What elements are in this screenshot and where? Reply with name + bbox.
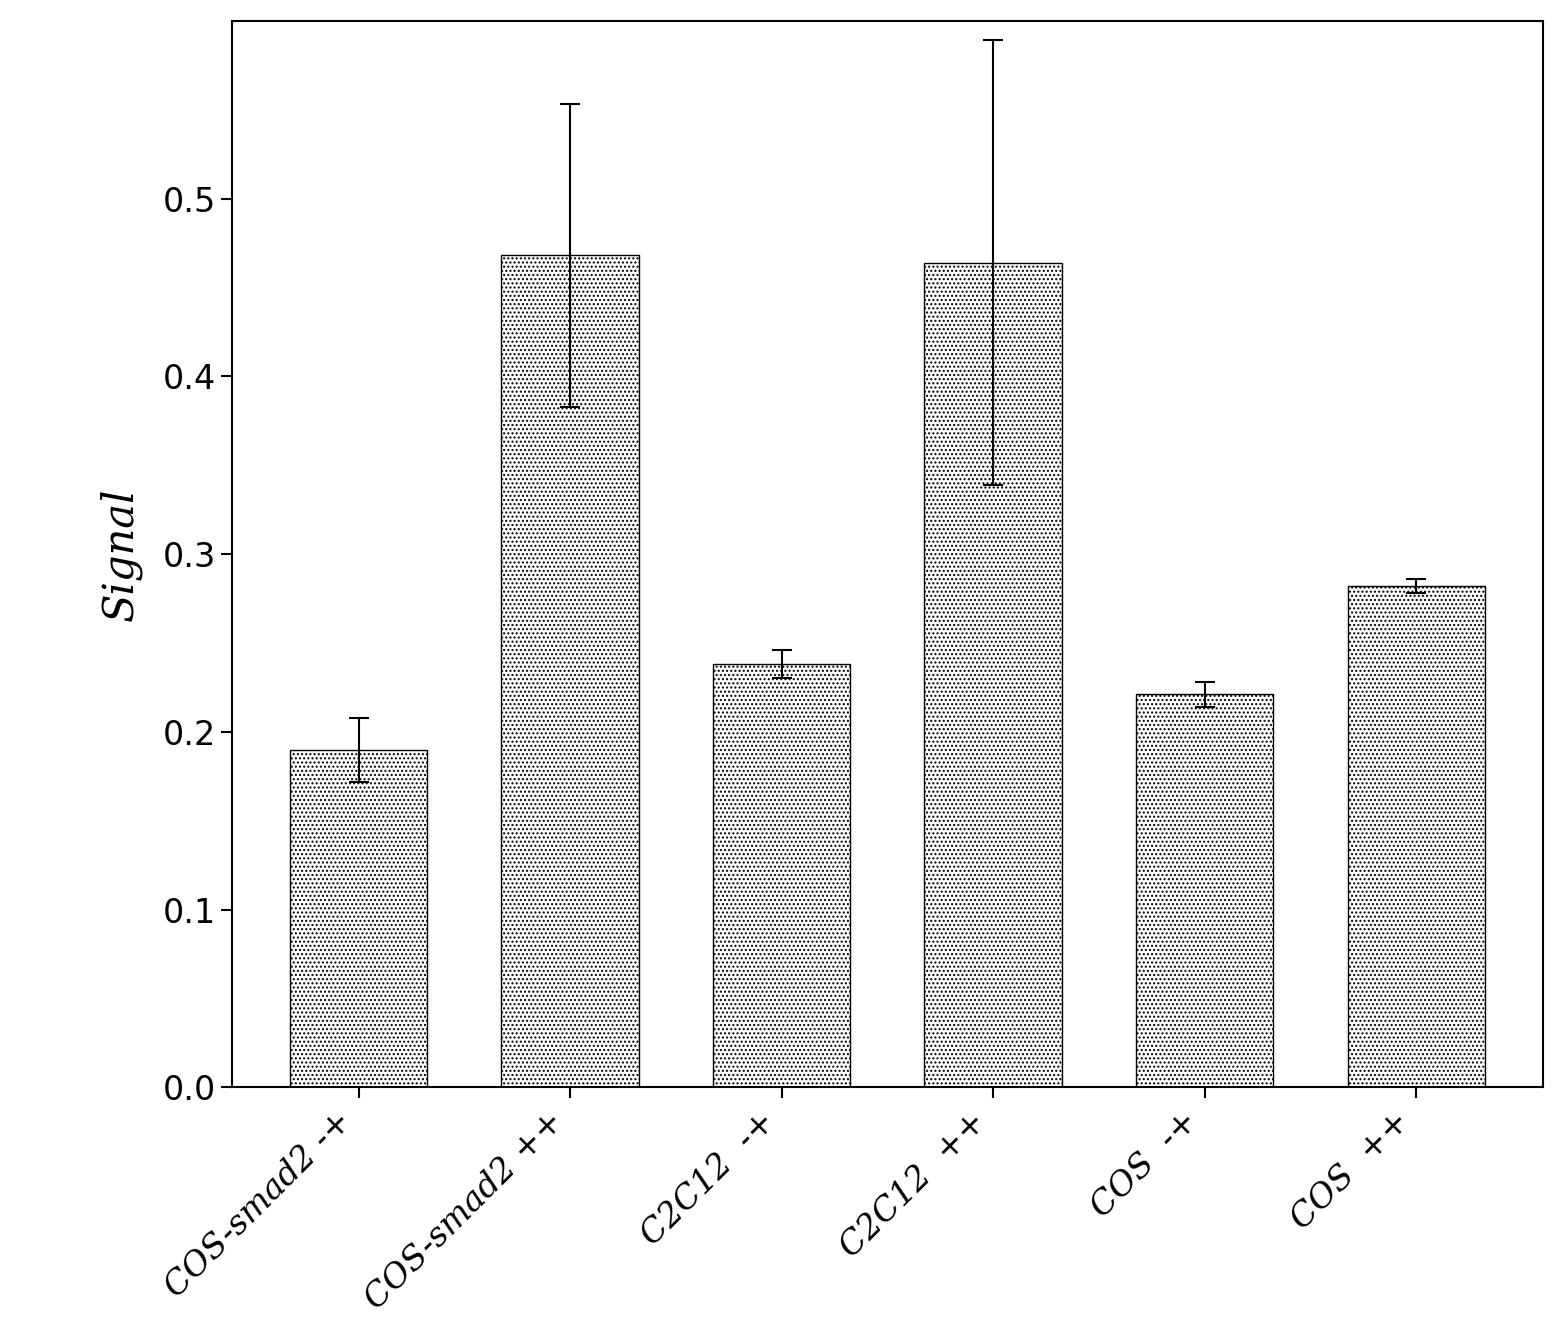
Y-axis label: Signal: Signal [99, 487, 141, 620]
Bar [1135, 694, 1273, 1087]
Bar [924, 262, 1062, 1087]
Bar [713, 664, 851, 1087]
Bar [289, 750, 427, 1087]
Bar [1348, 586, 1484, 1087]
Bar [502, 255, 640, 1087]
